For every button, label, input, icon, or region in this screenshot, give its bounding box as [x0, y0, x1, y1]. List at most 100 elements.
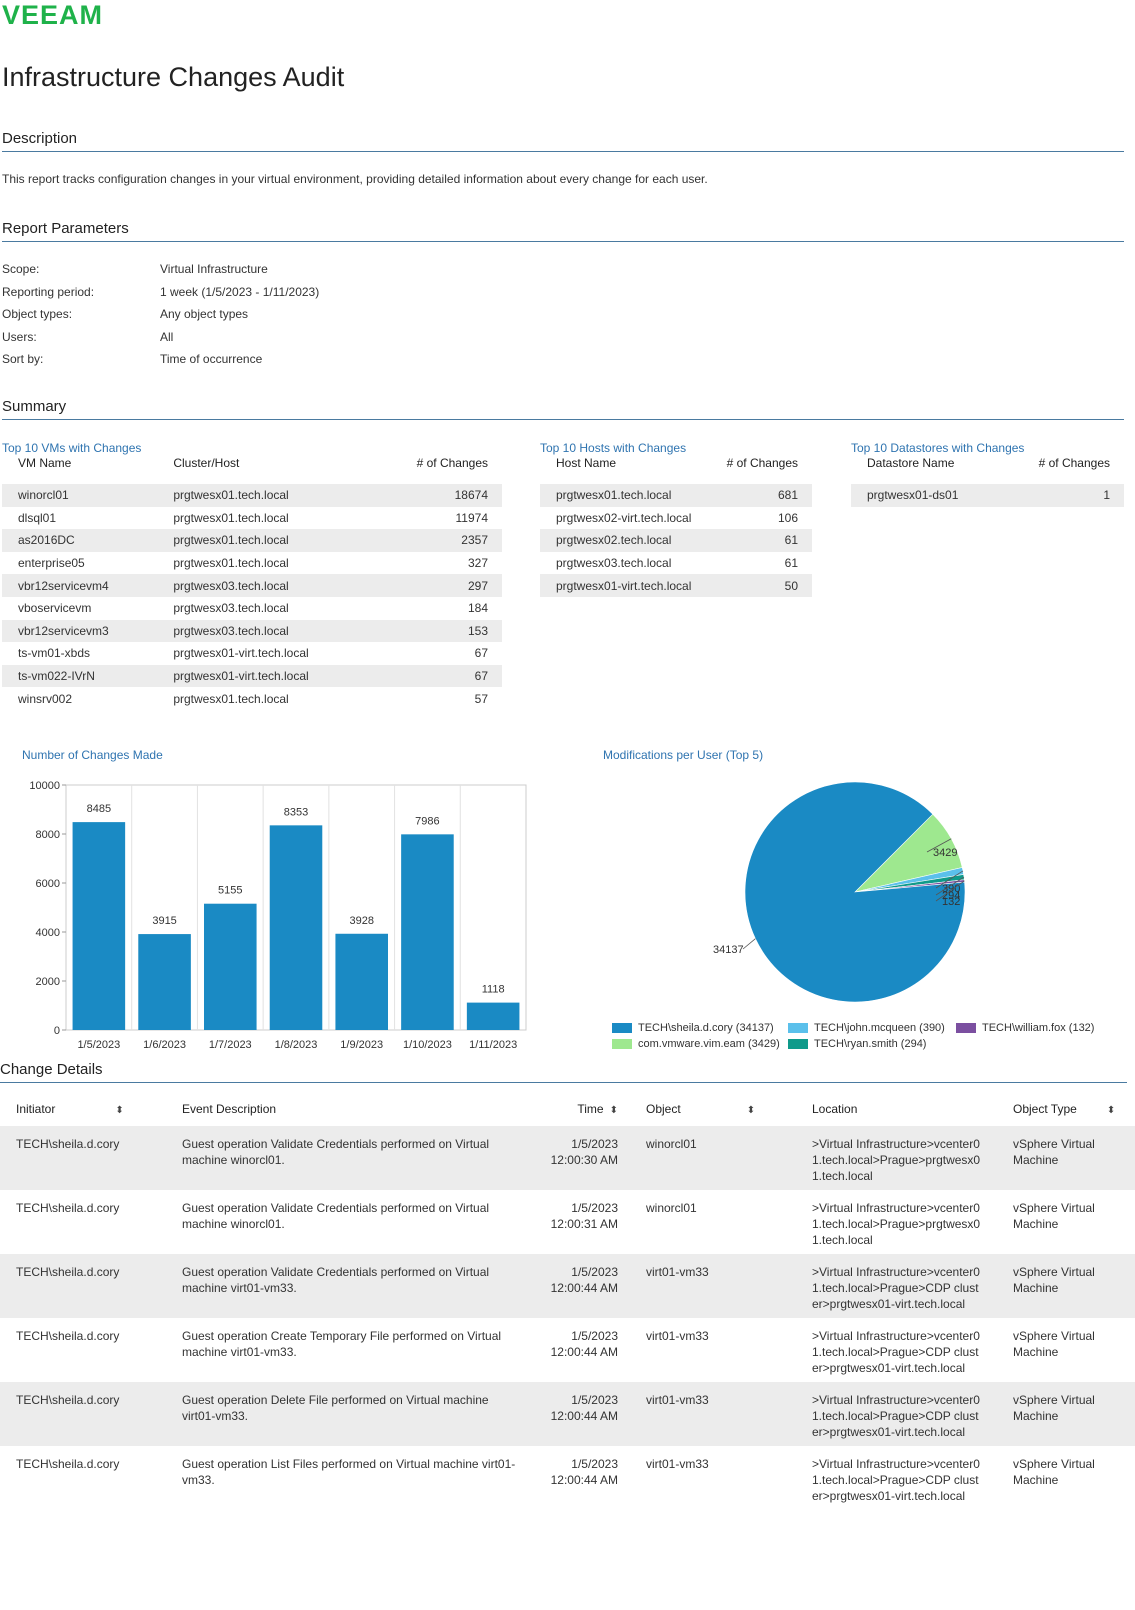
- col-changes: # of Changes: [416, 456, 488, 470]
- time-text: 12:00:44 AM: [550, 1281, 618, 1295]
- bar-value-label: 3915: [152, 915, 176, 927]
- table-cell: prgtwesx01-virt.tech.local: [173, 646, 309, 661]
- table-cell: 61: [784, 556, 798, 571]
- col-object-type[interactable]: Object Type ⬍: [1013, 1102, 1116, 1116]
- col-object[interactable]: Object ⬍: [646, 1102, 756, 1116]
- table-cell: prgtwesx01.tech.local: [157, 529, 378, 552]
- pie-leader-line: [935, 880, 965, 902]
- initiator-cell: TECH\sheila.d.cory: [0, 1126, 166, 1190]
- changes-bar-chart: 0 2000 4000 6000 8000 10000 8485 1/5/2023 3915 1/…: [29, 780, 527, 1051]
- table-cell: prgtwesx01-virt.tech.local: [540, 574, 714, 597]
- x-tick-label: 1/7/2023: [209, 1039, 252, 1051]
- top-datastores-table: Datastore Name # of Changes prgtwesx01-d…: [851, 452, 1124, 507]
- object-cell: winorcl01: [646, 1201, 697, 1215]
- x-tick-label: 1/6/2023: [143, 1039, 186, 1051]
- pie-value-label: 34137: [713, 944, 744, 956]
- initiator-cell: TECH\sheila.d.cory: [0, 1382, 166, 1446]
- pie-leader-line: [926, 838, 952, 853]
- time-cell: 1/5/2023 12:00:44 AM: [522, 1382, 630, 1446]
- pie-value-label: 3429: [933, 847, 957, 859]
- table-row: prgtwesx01-virt.tech.local 50: [540, 574, 812, 597]
- bar-value-label: 5155: [218, 885, 242, 897]
- table-cell: prgtwesx01.tech.local: [540, 484, 714, 507]
- legend-label: com.vmware.vim.eam (3429): [638, 1038, 780, 1050]
- table-cell: 57: [474, 691, 488, 706]
- param-label: Object types:: [2, 307, 73, 321]
- legend-swatch: [788, 1023, 808, 1033]
- time-cell: 1/5/2023 12:00:44 AM: [522, 1446, 630, 1510]
- table-cell: prgtwesx01.tech.local: [173, 556, 289, 571]
- table-cell: prgtwesx03.tech.local: [173, 601, 289, 616]
- bar: [204, 903, 257, 1030]
- table-cell: 67: [474, 646, 488, 661]
- param-value: Any object types: [160, 307, 249, 321]
- x-tick-label: 1/8/2023: [275, 1039, 318, 1051]
- col-time[interactable]: Time ⬍: [577, 1102, 618, 1116]
- top-vms-title: Top 10 VMs with Changes: [2, 441, 142, 455]
- pie-leader-line: [742, 938, 756, 950]
- time-text: 12:00:30 AM: [550, 1153, 618, 1167]
- initiator-cell: TECH\sheila.d.cory: [16, 1457, 120, 1471]
- date-text: 1/5/2023: [571, 1329, 618, 1343]
- table-cell: 50: [713, 574, 812, 597]
- table-row: prgtwesx02.tech.local 61: [540, 529, 812, 552]
- table-row: TECH\sheila.d.cory Guest operation Create…: [0, 1318, 1135, 1382]
- table-cell: vbr12servicevm3: [2, 619, 158, 643]
- event-cell: Guest operation Delete File performed on…: [166, 1382, 522, 1446]
- event-cell: Guest operation Validate Credentials per…: [182, 1201, 490, 1231]
- table-cell: prgtwesx01.tech.local: [173, 510, 289, 525]
- event-cell: Guest operation Create Temporary File pe…: [182, 1329, 502, 1359]
- param-label: Scope:: [2, 262, 40, 276]
- y-tick-label: 2000: [36, 976, 60, 988]
- bar-value-label: 7986: [415, 815, 439, 827]
- bar: [466, 1002, 520, 1030]
- table-cell: dlsql01: [18, 510, 57, 525]
- table-cell: winsrv002: [18, 691, 73, 706]
- pie-value-label: 390: [942, 883, 960, 895]
- y-tick-label: 8000: [36, 829, 60, 841]
- location-cell: >Virtual Infrastructure>vcenter01.tech.l…: [796, 1254, 997, 1318]
- date-text: 1/5/2023: [571, 1265, 618, 1279]
- pie-slice: [744, 781, 966, 1003]
- sort-icon: ⬍: [1106, 1105, 1116, 1116]
- table-cell: prgtwesx01.tech.local: [157, 484, 378, 507]
- table-cell: prgtwesx02-virt.tech.local: [556, 510, 692, 525]
- col-host-name: Host Name: [556, 456, 617, 470]
- table-cell: winorcl01: [2, 484, 158, 507]
- legend-label: TECH\sheila.d.cory (34137): [638, 1022, 774, 1034]
- legend-label: TECH\john.mcqueen (390): [814, 1022, 945, 1034]
- date-text: 1/5/2023: [571, 1137, 618, 1151]
- object-cell: virt01-vm33: [646, 1457, 709, 1471]
- bar: [401, 834, 454, 1030]
- table-cell: 184: [467, 601, 488, 616]
- table-cell: 67: [377, 664, 502, 688]
- y-tick-label: 6000: [36, 878, 60, 890]
- legend-swatch: [612, 1039, 632, 1049]
- time-cell: 1/5/2023 12:00:30 AM: [522, 1126, 630, 1190]
- location-cell: >Virtual Infrastructure>vcenter01.tech.l…: [812, 1201, 981, 1247]
- object-type-cell: vSphere Virtual Machine: [997, 1254, 1135, 1318]
- table-cell: vbr12servicevm4: [2, 574, 158, 597]
- time-text: 12:00:44 AM: [550, 1345, 618, 1359]
- object-type-cell: vSphere Virtual Machine: [1013, 1457, 1095, 1487]
- x-tick-label: 1/9/2023: [340, 1039, 383, 1051]
- table-row: TECH\sheila.d.cory Guest operation Delete…: [0, 1382, 1135, 1446]
- bar-value-label: 8485: [87, 803, 111, 815]
- legend-swatch: [612, 1023, 632, 1033]
- table-cell: 327: [467, 556, 488, 571]
- event-cell: Guest operation List Files performed on …: [182, 1457, 516, 1487]
- page-title: Infrastructure Changes Audit: [2, 62, 345, 92]
- param-label: Sort by:: [2, 352, 44, 366]
- date-text: 1/5/2023: [571, 1393, 618, 1407]
- table-cell: 18674: [377, 484, 502, 507]
- legend-label: TECH\william.fox (132): [982, 1022, 1095, 1034]
- legend-swatch: [788, 1039, 808, 1049]
- col-initiator[interactable]: Initiator ⬍: [16, 1102, 124, 1116]
- table-cell: prgtwesx03.tech.local: [157, 619, 378, 643]
- object-cell: virt01-vm33: [630, 1382, 796, 1446]
- table-row: prgtwesx02-virt.tech.local 106: [540, 507, 812, 530]
- table-cell: prgtwesx01.tech.local: [173, 691, 289, 706]
- bar-chart-title: Number of Changes Made: [22, 748, 163, 762]
- table-cell: as2016DC: [2, 529, 158, 552]
- top-hosts-table: Host Name # of Changes prgtwesx01.tech.l…: [540, 452, 812, 597]
